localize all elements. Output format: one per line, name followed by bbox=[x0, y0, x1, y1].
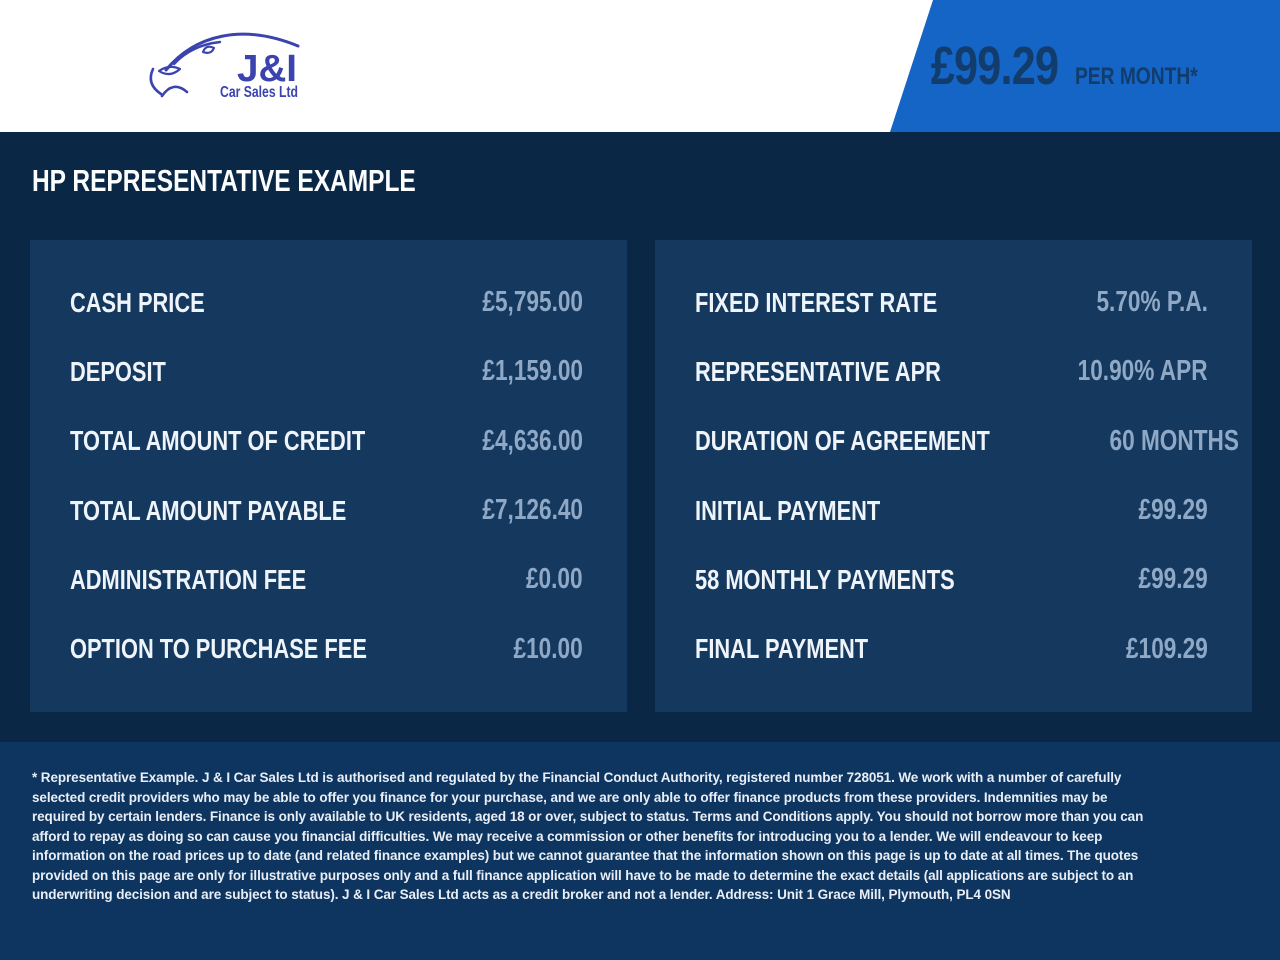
row-value: £5,795.00 bbox=[482, 286, 583, 319]
header: J&I Car Sales Ltd £99.29 PER MONTH* bbox=[0, 0, 1280, 132]
price-banner: £99.29 PER MONTH* bbox=[890, 0, 1280, 132]
row-value: £1,159.00 bbox=[482, 355, 583, 388]
row-label: INITIAL PAYMENT bbox=[695, 494, 881, 526]
row-value: £99.29 bbox=[1138, 563, 1208, 596]
row-value: £0.00 bbox=[526, 563, 583, 596]
row-label: OPTION TO PURCHASE FEE bbox=[70, 633, 367, 665]
row-option-to-purchase-fee: OPTION TO PURCHASE FEE £10.00 bbox=[70, 615, 583, 684]
finance-panel-right: FIXED INTEREST RATE 5.70% P.A. REPRESENT… bbox=[655, 240, 1252, 712]
row-label: ADMINISTRATION FEE bbox=[70, 563, 307, 595]
row-admin-fee: ADMINISTRATION FEE £0.00 bbox=[70, 545, 583, 614]
row-value: £4,636.00 bbox=[482, 424, 583, 457]
car-bumper-stroke bbox=[149, 67, 163, 96]
row-fixed-interest-rate: FIXED INTEREST RATE 5.70% P.A. bbox=[695, 268, 1208, 337]
finance-panel-left: CASH PRICE £5,795.00 DEPOSIT £1,159.00 T… bbox=[30, 240, 627, 712]
car-windscreen-stroke bbox=[172, 40, 222, 66]
row-monthly-payments: 58 MONTHLY PAYMENTS £99.29 bbox=[695, 545, 1208, 614]
row-representative-apr: REPRESENTATIVE APR 10.90% APR bbox=[695, 337, 1208, 406]
row-cash-price: CASH PRICE £5,795.00 bbox=[70, 268, 583, 337]
row-label: DEPOSIT bbox=[70, 355, 166, 387]
row-label: CASH PRICE bbox=[70, 286, 205, 318]
row-duration: DURATION OF AGREEMENT 60 MONTHS bbox=[695, 407, 1239, 476]
row-value: £10.00 bbox=[513, 632, 583, 665]
monthly-price: £99.29 bbox=[931, 36, 1059, 96]
row-label: FINAL PAYMENT bbox=[695, 633, 869, 665]
dealer-logo: J&I Car Sales Ltd bbox=[140, 15, 300, 115]
row-value: £99.29 bbox=[1138, 494, 1208, 527]
row-label: DURATION OF AGREEMENT bbox=[695, 425, 990, 457]
car-headlight-stroke bbox=[157, 65, 182, 76]
row-final-payment: FINAL PAYMENT £109.29 bbox=[695, 615, 1208, 684]
footer: * Representative Example. J & I Car Sale… bbox=[0, 742, 1280, 960]
car-wheelarch-stroke bbox=[160, 85, 189, 98]
logo-subtitle: Car Sales Ltd bbox=[220, 84, 298, 101]
car-logo-icon: J&I Car Sales Ltd bbox=[149, 32, 300, 101]
row-value: 60 MONTHS bbox=[1109, 424, 1239, 457]
row-label: TOTAL AMOUNT OF CREDIT bbox=[70, 425, 366, 457]
row-total-credit: TOTAL AMOUNT OF CREDIT £4,636.00 bbox=[70, 407, 583, 476]
disclaimer-text: * Representative Example. J & I Car Sale… bbox=[32, 770, 1144, 902]
logo-title: J&I bbox=[237, 48, 297, 90]
row-label: REPRESENTATIVE APR bbox=[695, 355, 941, 387]
row-total-payable: TOTAL AMOUNT PAYABLE £7,126.40 bbox=[70, 476, 583, 545]
row-value: 10.90% APR bbox=[1078, 355, 1208, 388]
row-initial-payment: INITIAL PAYMENT £99.29 bbox=[695, 476, 1208, 545]
car-roofline-stroke bbox=[164, 32, 300, 72]
page-title: HP REPRESENTATIVE EXAMPLE bbox=[32, 163, 416, 198]
row-value: £109.29 bbox=[1126, 632, 1208, 665]
monthly-price-period: PER MONTH* bbox=[1074, 63, 1198, 90]
row-value: £7,126.40 bbox=[482, 494, 583, 527]
row-value: 5.70% P.A. bbox=[1096, 286, 1208, 319]
row-deposit: DEPOSIT £1,159.00 bbox=[70, 337, 583, 406]
row-label: FIXED INTEREST RATE bbox=[695, 286, 938, 318]
row-label: TOTAL AMOUNT PAYABLE bbox=[70, 494, 347, 526]
row-label: 58 MONTHLY PAYMENTS bbox=[695, 563, 955, 595]
car-mirror-stroke bbox=[201, 45, 216, 54]
